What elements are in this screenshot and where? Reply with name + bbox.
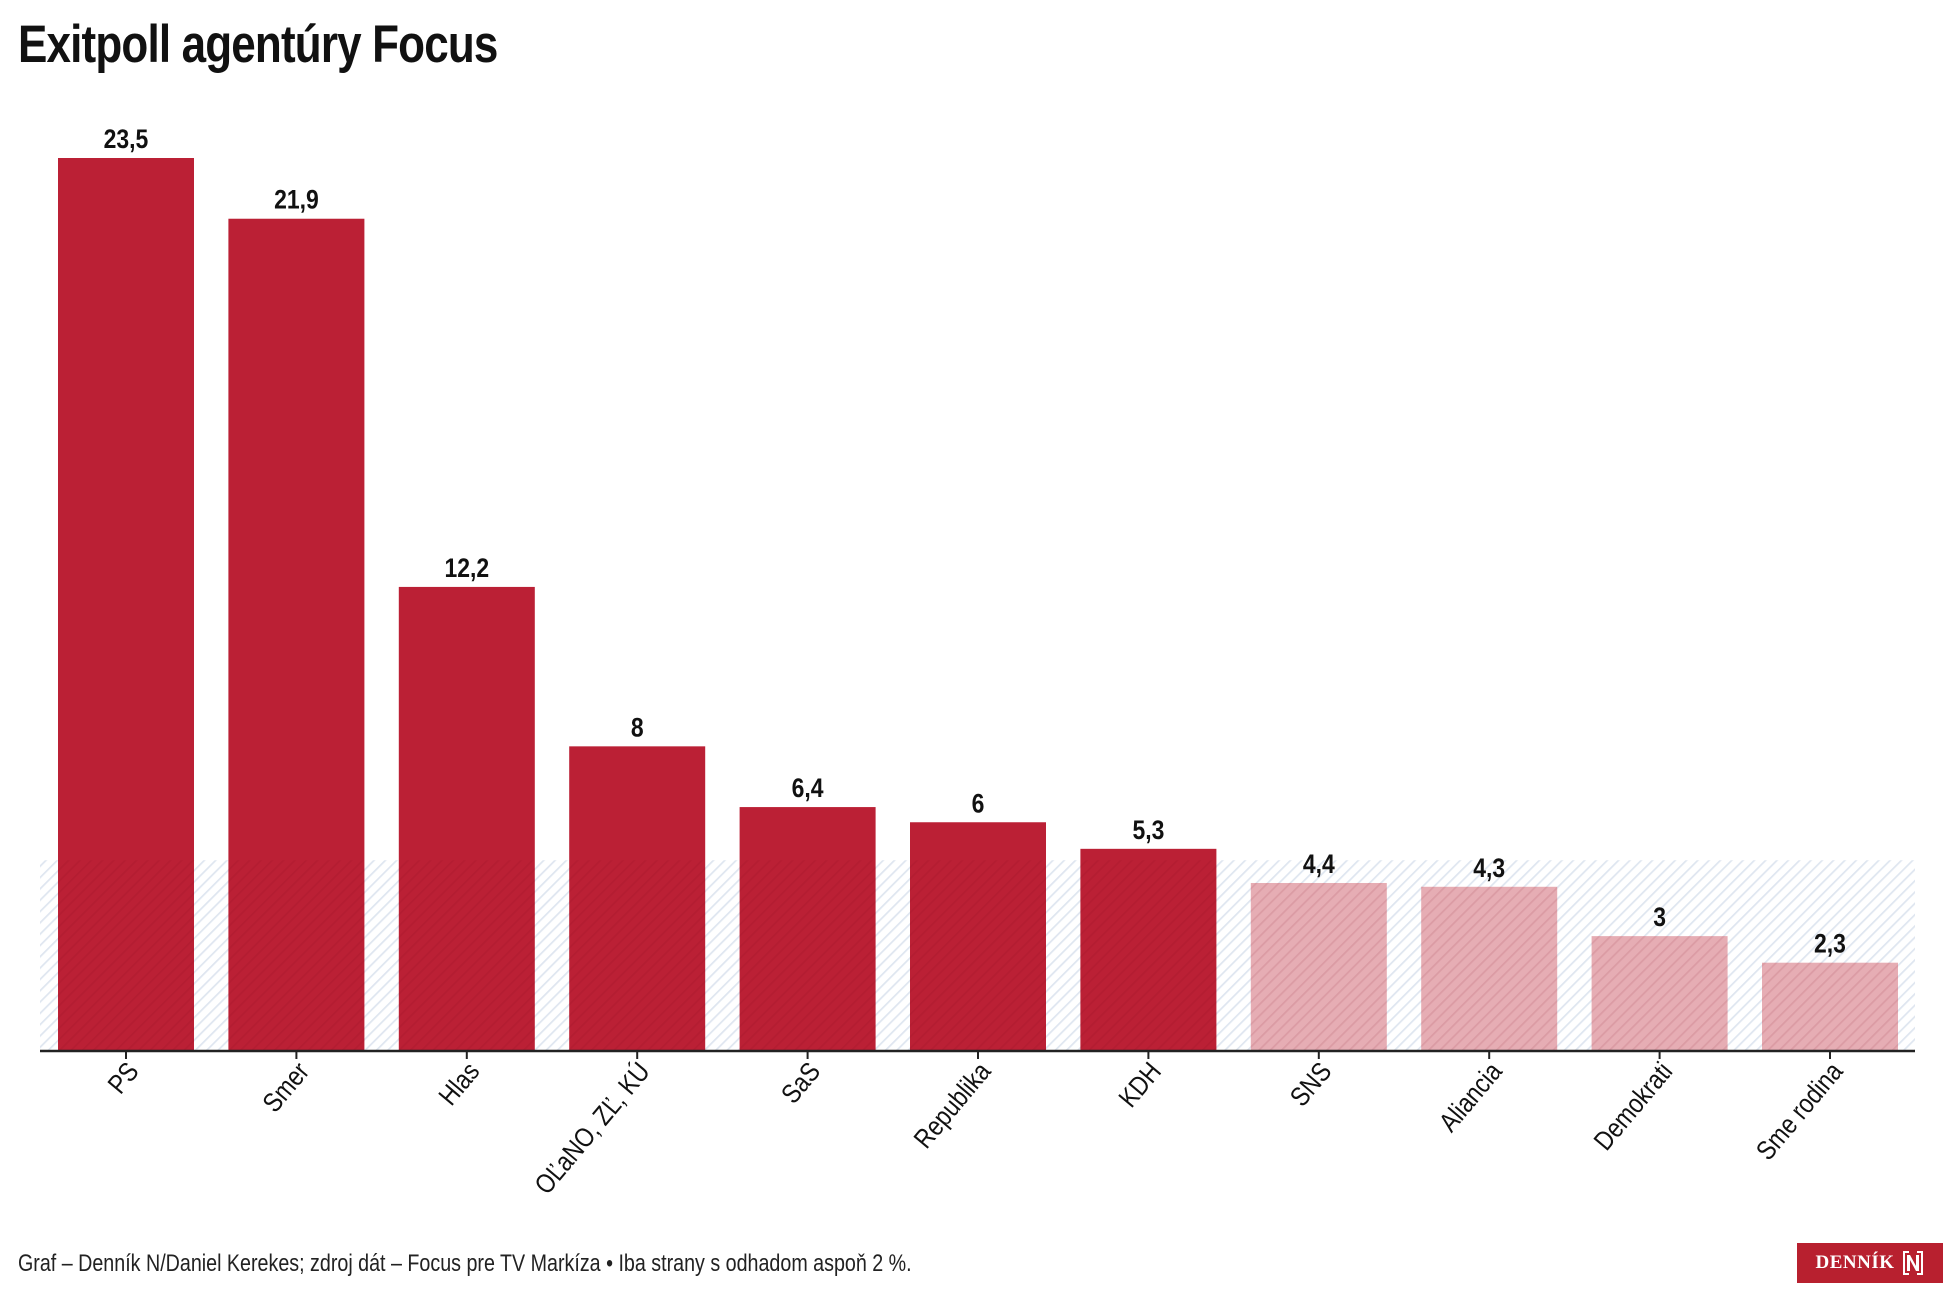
bar-hatch-7 xyxy=(1250,882,1387,1050)
x-tick-label-1: Smer xyxy=(257,1057,315,1118)
value-label-8: 4,3 xyxy=(1473,853,1505,883)
bar-hatch-5 xyxy=(910,860,1046,1050)
value-label-3: 8 xyxy=(631,713,644,743)
x-tick-label-6: KDH xyxy=(1113,1057,1167,1114)
x-tick-label-5: Republika xyxy=(908,1057,997,1155)
logo-text: DENNÍK xyxy=(1815,1252,1895,1273)
x-tick-label-7: SNS xyxy=(1284,1057,1337,1113)
x-tick-label-3: OĽaNO, ZĽ, KÚ xyxy=(528,1056,656,1200)
value-label-4: 6,4 xyxy=(792,773,824,803)
x-tick-label-9: Demokrati xyxy=(1588,1057,1678,1156)
value-label-10: 2,3 xyxy=(1814,929,1846,959)
x-tick-label-4: SaS xyxy=(776,1057,827,1110)
value-labels: 23,5 21,9 12,2 8 6,4 6 5,3 4,4 4,3 3 2,3 xyxy=(104,124,1846,959)
bar-hatch-9 xyxy=(1591,936,1728,1050)
value-label-6: 5,3 xyxy=(1132,815,1164,845)
value-label-7: 4,4 xyxy=(1303,849,1335,879)
bar-hatch-3 xyxy=(569,860,706,1050)
dennik-n-logo[interactable]: DENNÍK xyxy=(1797,1243,1943,1283)
value-label-1: 21,9 xyxy=(274,185,319,215)
chart-title: Exitpoll agentúry Focus xyxy=(18,15,498,74)
value-label-0: 23,5 xyxy=(104,124,149,154)
x-axis xyxy=(40,1049,1915,1059)
x-tick-labels: PS Smer Hlas OĽaNO, ZĽ, KÚ SaS Republika KDH SN… xyxy=(102,1056,1849,1200)
bar-hatch-6 xyxy=(1080,860,1217,1050)
bar-hatch-1 xyxy=(228,860,365,1050)
x-tick-label-0: PS xyxy=(102,1057,145,1100)
dennik-n-logo-icon xyxy=(1901,1249,1925,1277)
x-tick-label-10: Sme rodina xyxy=(1750,1057,1849,1166)
source-note: Graf – Denník N/Daniel Kerekes; zdroj dá… xyxy=(18,1250,912,1277)
bar-hatch-8 xyxy=(1421,886,1558,1050)
x-tick-label-8: Aliancia xyxy=(1433,1057,1508,1138)
value-label-2: 12,2 xyxy=(444,553,489,583)
value-label-5: 6 xyxy=(972,789,985,819)
x-tick-label-2: Hlas xyxy=(433,1057,486,1112)
threshold-hatch-overlay xyxy=(58,860,1898,1050)
bar-hatch-0 xyxy=(58,860,194,1050)
value-label-9: 3 xyxy=(1653,902,1666,932)
bar-hatch-2 xyxy=(398,860,535,1050)
bar-chart: 23,5 21,9 12,2 8 6,4 6 5,3 4,4 4,3 3 2,3 PS Smer Hla… xyxy=(40,124,1915,1200)
bar-hatch-10 xyxy=(1762,962,1898,1050)
bar-hatch-4 xyxy=(739,860,876,1050)
